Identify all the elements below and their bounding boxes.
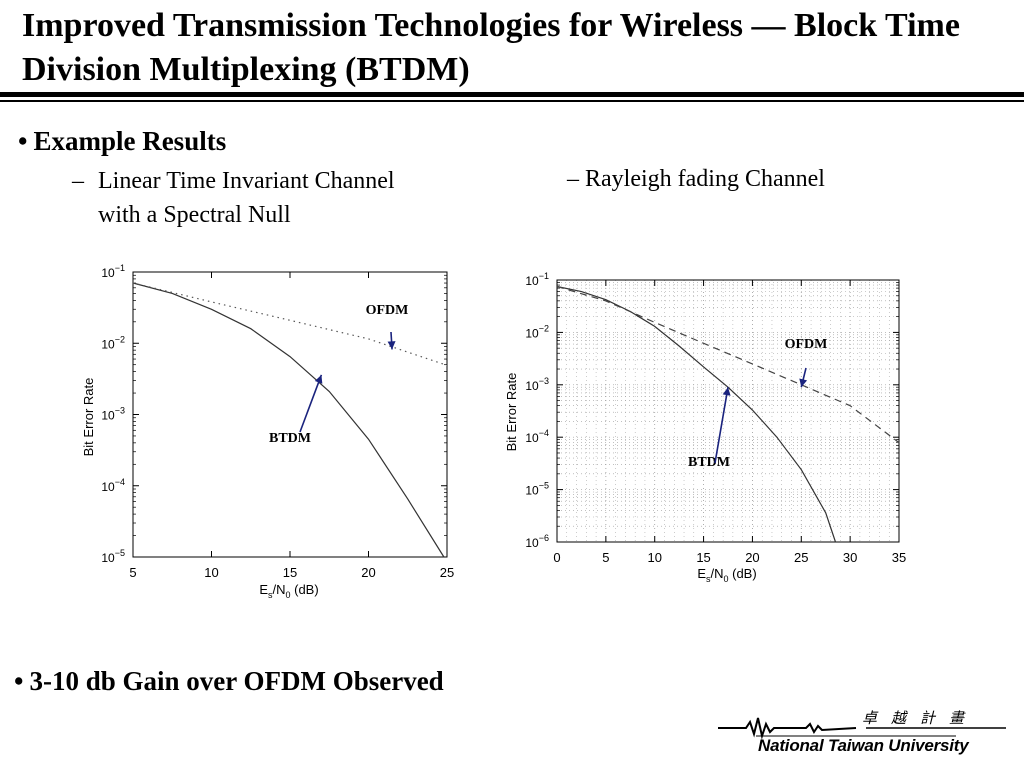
bullet-gain: • 3-10 db Gain over OFDM Observed: [14, 666, 444, 697]
x-tick-label: 25: [794, 550, 808, 565]
series-line-btdm: [132, 282, 445, 558]
y-tick-label: 10−6: [525, 533, 549, 550]
series-line-ofdm: [132, 282, 448, 366]
bullet-dot-icon: •: [14, 666, 24, 696]
plot-frame: [556, 279, 900, 543]
y-tick-label: 10−5: [101, 548, 125, 565]
x-axis-label: Es/N0 (dB): [697, 566, 756, 584]
annotation-label-ofdm: OFDM: [785, 337, 828, 352]
x-tick-label: 30: [843, 550, 857, 565]
x-axis-label: Es/N0 (dB): [259, 582, 318, 600]
bullet-example-results: • Example Results: [18, 126, 226, 157]
y-tick-label: 10−2: [525, 323, 549, 340]
sub-bullet-line1: Linear Time Invariant Channel: [98, 168, 395, 194]
series-line-btdm: [556, 285, 837, 543]
x-tick-label: 5: [129, 565, 136, 580]
x-tick-label: 35: [892, 550, 906, 565]
x-tick-label: 0: [553, 550, 560, 565]
grid-lines: [556, 280, 900, 543]
y-axis-label: Bit Error Rate: [504, 373, 519, 452]
y-tick-label: 10−2: [101, 334, 125, 351]
y-tick-label: 10−5: [525, 481, 549, 498]
x-tick-label: 15: [283, 565, 297, 580]
sub-bullet-rayleigh: – Rayleigh fading Channel: [567, 166, 825, 193]
y-tick-label: 10−3: [101, 406, 125, 423]
sub-bullet-lti-channel: – Linear Time Invariant Channel with a Sp…: [72, 164, 395, 232]
logo-university-name: National Taiwan University: [758, 736, 969, 755]
y-axis-label: Bit Error Rate: [81, 378, 96, 457]
x-tick-label: 10: [647, 550, 661, 565]
series-line-ofdm: [556, 285, 900, 444]
y-tick-label: 10−4: [101, 477, 125, 494]
slide-title: Improved Transmission Technologies for W…: [22, 7, 960, 88]
title-rule-thin: [0, 100, 1024, 102]
x-tick-label: 20: [361, 565, 375, 580]
annotation-arrow-btdm: [714, 387, 729, 464]
annotation-arrowhead-btdm: [722, 387, 731, 396]
y-tick-label: 10−1: [101, 263, 125, 280]
y-tick-label: 10−1: [525, 271, 549, 288]
title-rule-thick: [0, 92, 1024, 97]
annotation-arrowhead-ofdm: [799, 378, 808, 388]
x-tick-label: 15: [696, 550, 710, 565]
x-tick-label: 25: [440, 565, 454, 580]
annotation-label-btdm: BTDM: [269, 431, 311, 446]
x-tick-label: 10: [204, 565, 218, 580]
bullet-text: Example Results: [33, 126, 227, 156]
y-tick-label: 10−4: [525, 428, 549, 445]
dash-icon: –: [72, 168, 84, 194]
logo-chinese-text: 卓越計畫: [862, 709, 979, 727]
ntu-logo-waveform-icon: [718, 717, 1006, 740]
x-tick-label: 20: [745, 550, 759, 565]
sub-bullet-line2: with a Spectral Null: [98, 202, 291, 228]
x-tick-label: 5: [602, 550, 609, 565]
annotation-label-ofdm: OFDM: [366, 303, 409, 318]
annotation-arrowhead-ofdm: [387, 341, 396, 350]
bullet-dot-icon: •: [18, 126, 28, 156]
annotation-arrow-btdm: [299, 374, 323, 433]
sub-bullet-rayleigh-text: Rayleigh fading Channel: [585, 166, 825, 192]
dash-icon: –: [567, 166, 579, 192]
annotation-label-btdm: BTDM: [688, 455, 730, 470]
bullet-gain-text: 3-10 db Gain over OFDM Observed: [29, 666, 444, 696]
y-tick-label: 10−3: [525, 376, 549, 393]
annotation-arrowhead-btdm: [314, 374, 323, 384]
